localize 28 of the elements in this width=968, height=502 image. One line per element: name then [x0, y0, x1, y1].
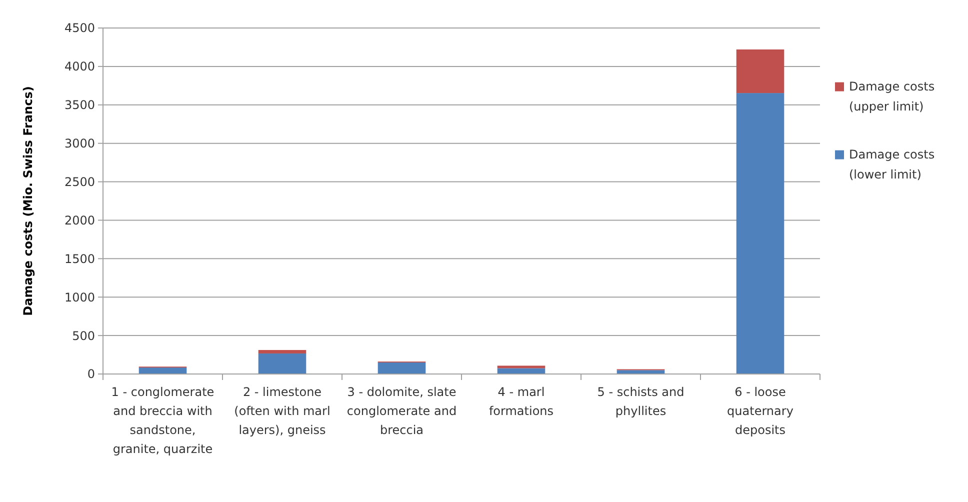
y-tick-label: 2500 [64, 174, 95, 189]
bar [616, 370, 665, 374]
bar [736, 93, 784, 374]
y-tick-label: 3000 [64, 136, 95, 151]
bar [138, 368, 187, 374]
x-tick-label: 2 - limestone (often with marl layers), gneiss [234, 385, 330, 437]
y-tick-label: 1000 [64, 290, 95, 304]
y-tick-label: 0 [87, 367, 95, 382]
y-axis-title: Damage costs (Mio. Swiss Francs) [21, 86, 35, 316]
x-tick-label: 6 - loose quaternary deposits [727, 385, 794, 437]
y-tick-label: 1500 [64, 252, 95, 266]
legend-label: Damage costs (upper limit) [849, 79, 935, 114]
bar [497, 368, 546, 374]
bar [378, 362, 426, 374]
bar [497, 366, 546, 368]
bar [258, 350, 306, 354]
y-tick-label: 500 [72, 328, 95, 343]
y-tick-label: 3500 [64, 98, 95, 112]
y-tick-label: 4000 [64, 60, 95, 74]
x-tick-label: 1 - conglomerate and breccia with sandstone, granite, quarzite [111, 385, 214, 456]
y-tick-label: 4500 [64, 21, 95, 36]
x-tick-label: 4 - marl formations [488, 385, 554, 418]
bar [258, 353, 306, 374]
bar [736, 49, 784, 94]
y-tick-label: 2000 [64, 213, 95, 228]
x-tick-label: 3 - dolomite, slate conglomerate and breccia [346, 385, 457, 437]
x-tick-label: 5 - schists and phyllites [597, 385, 684, 418]
legend-label: Damage costs (lower limit) [849, 147, 935, 182]
